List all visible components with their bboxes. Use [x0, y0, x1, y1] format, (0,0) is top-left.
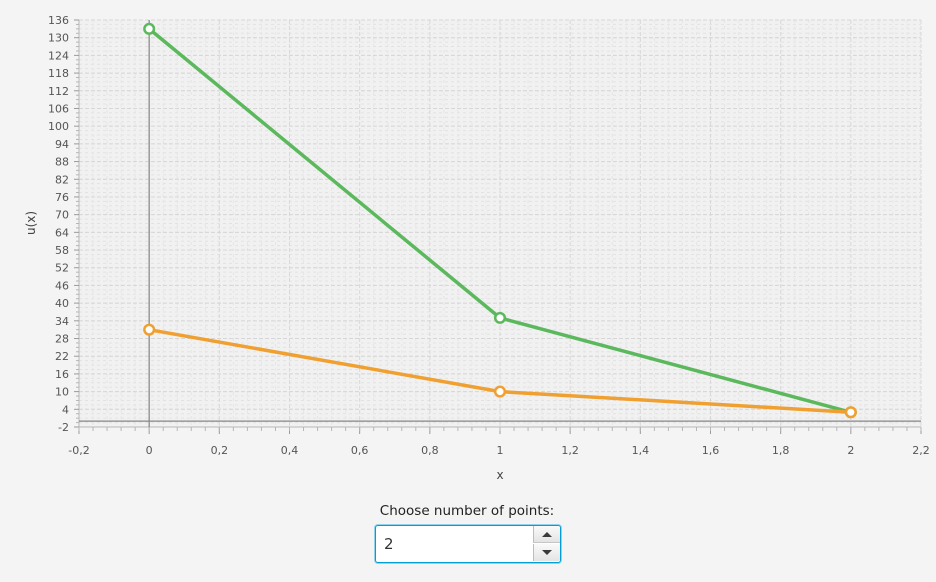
x-axis-title: x [496, 468, 503, 482]
x-tick-label: 0,8 [421, 444, 439, 457]
increment-button[interactable] [533, 526, 560, 543]
x-tick-label: 1,8 [772, 444, 790, 457]
line-chart: 1361301241181121061009488827670645852464… [24, 14, 930, 482]
y-tick-label: 82 [55, 173, 69, 186]
points-spinner[interactable] [375, 525, 561, 563]
y-tick-label: 124 [48, 49, 69, 62]
x-tick-label: 0,2 [211, 444, 229, 457]
data-points [143, 22, 857, 419]
y-tick-label: 10 [55, 386, 69, 399]
y-tick-label: 118 [48, 67, 69, 80]
points-control-panel: Choose number of points: [374, 503, 564, 567]
y-tick-label: 112 [48, 85, 69, 98]
y-tick-label: 70 [55, 209, 69, 222]
y-tick-label: 106 [48, 102, 69, 115]
y-tick-label: 4 [62, 403, 69, 416]
y-tick-label: 16 [55, 368, 69, 381]
x-tick-label: -0,2 [68, 444, 89, 457]
x-tick-label: 1 [497, 444, 504, 457]
y-tick-label: 46 [55, 279, 69, 292]
y-axis-title: u(x) [24, 211, 38, 235]
x-tick-label: 2,2 [912, 444, 930, 457]
x-tick-label: 1,4 [632, 444, 650, 457]
series-orange-point [844, 406, 857, 419]
y-tick-label: 88 [55, 156, 69, 169]
y-tick-label: -2 [58, 421, 69, 434]
x-tick-label: 0 [146, 444, 153, 457]
x-tick-label: 1,2 [561, 444, 579, 457]
y-tick-label: 130 [48, 32, 69, 45]
series-green-point [143, 22, 156, 35]
x-tick-label: 2 [847, 444, 854, 457]
y-tick-label: 100 [48, 120, 69, 133]
y-tick-label: 58 [55, 244, 69, 257]
y-tick-label: 22 [55, 350, 69, 363]
arrow-down-icon [542, 550, 552, 555]
points-label: Choose number of points: [379, 503, 555, 519]
y-tick-label: 76 [55, 191, 69, 204]
arrow-up-icon [542, 531, 552, 537]
y-tick-label: 52 [55, 262, 69, 275]
y-tick-label: 34 [55, 315, 69, 328]
y-tick-label: 136 [48, 14, 69, 27]
y-tick-label: 40 [55, 297, 69, 310]
points-input[interactable] [376, 526, 532, 562]
series-orange-point [493, 385, 507, 398]
series-orange-point [143, 323, 156, 336]
y-tick-label: 94 [55, 138, 69, 151]
series-green-point [493, 311, 507, 324]
x-tick-label: 1,6 [702, 444, 720, 457]
y-tick-label: 64 [55, 226, 69, 239]
grid-lines [78, 19, 922, 428]
x-tick-label: 0,4 [281, 444, 299, 457]
decrement-button[interactable] [533, 544, 560, 561]
x-tick-label: 0,6 [351, 444, 369, 457]
tick-labels: 1361301241181121061009488827670645852464… [48, 14, 930, 457]
y-tick-label: 28 [55, 333, 69, 346]
